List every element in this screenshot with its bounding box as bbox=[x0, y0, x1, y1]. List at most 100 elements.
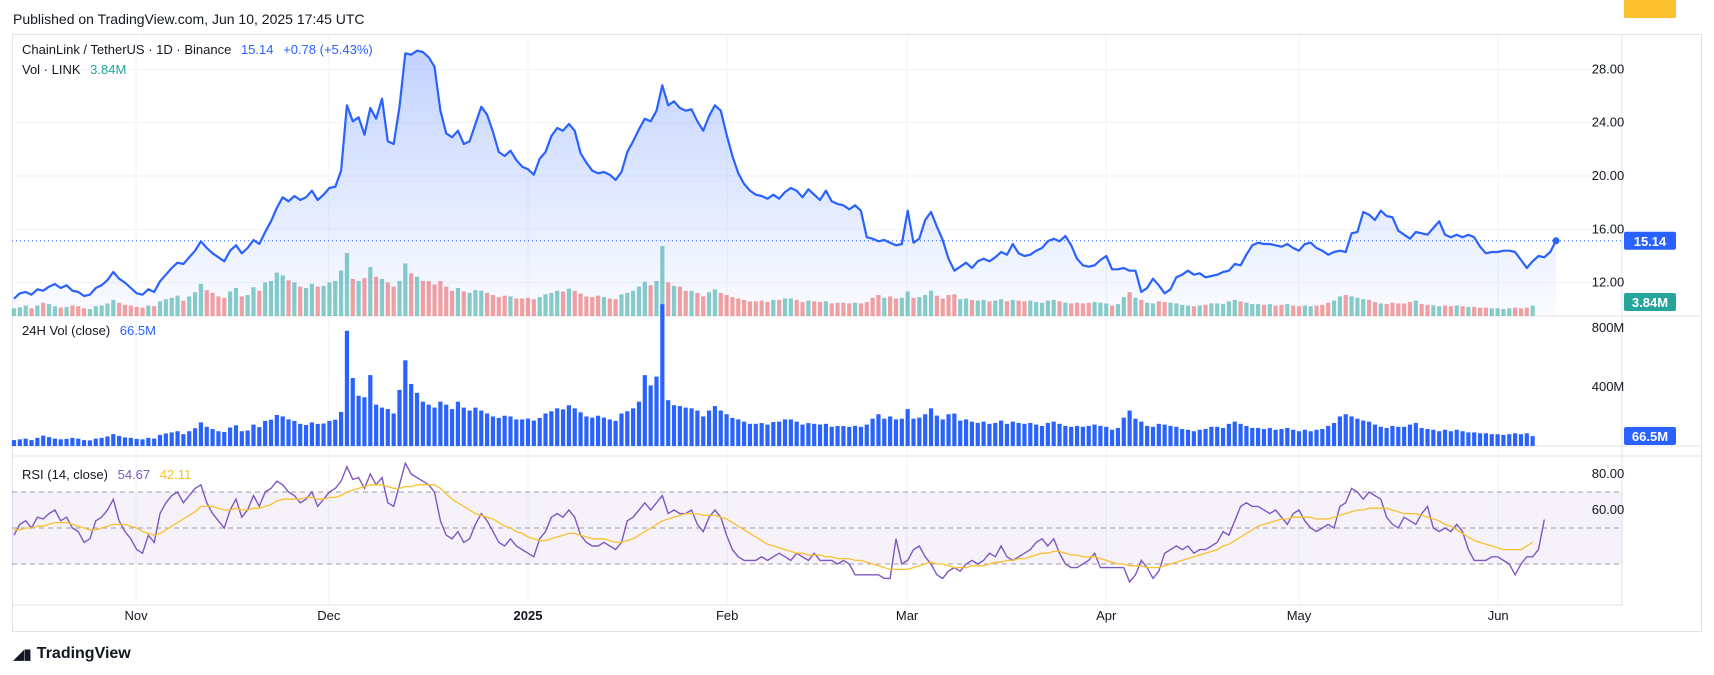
vol24-bar bbox=[1244, 425, 1249, 446]
vol24-bar bbox=[87, 440, 93, 446]
vol24-bar bbox=[1337, 416, 1342, 446]
rsi-ma-line bbox=[14, 484, 1533, 571]
vol24-bar bbox=[1215, 426, 1220, 446]
vol24-bar bbox=[1115, 427, 1121, 446]
vol24-bar bbox=[233, 425, 239, 446]
vol24-bar bbox=[560, 409, 566, 446]
vol24-bar bbox=[1273, 429, 1278, 446]
vol24-bar bbox=[46, 437, 52, 446]
vol24-bar bbox=[444, 404, 449, 446]
price-tick-label: 12.00 bbox=[1592, 275, 1625, 290]
vol24-bar bbox=[35, 437, 40, 446]
vol24-bar bbox=[876, 414, 881, 446]
vol24-bar bbox=[1460, 431, 1465, 446]
vol24-bar bbox=[1302, 429, 1307, 446]
vol24-bar bbox=[1431, 429, 1436, 446]
time-tick-label: Dec bbox=[317, 608, 341, 623]
vol24-bar bbox=[403, 360, 408, 446]
rsi-legend[interactable]: RSI (14, close) 54.67 42.11 bbox=[22, 467, 197, 482]
vol24-bar bbox=[946, 414, 951, 446]
vol24-bar bbox=[1174, 426, 1179, 446]
vol24-bar bbox=[701, 416, 706, 446]
volume-label: Vol · LINK bbox=[22, 62, 81, 77]
vol24-bar bbox=[263, 420, 268, 446]
vol24-bar bbox=[1150, 426, 1156, 446]
vol24-bar bbox=[257, 427, 262, 446]
vol24-bar bbox=[1402, 426, 1407, 446]
vol24-bar bbox=[1069, 426, 1074, 446]
volume-legend[interactable]: Vol · LINK 3.84M bbox=[22, 62, 132, 77]
vol24-bar bbox=[800, 424, 805, 446]
vol24-bar bbox=[1156, 423, 1161, 446]
vol24-bar bbox=[619, 413, 624, 446]
vol24-bar bbox=[239, 431, 244, 446]
vol24-bar bbox=[654, 376, 659, 446]
vol24-bar bbox=[963, 419, 969, 446]
vol24-bar bbox=[163, 433, 168, 446]
vol24-bar bbox=[368, 375, 373, 446]
vol24-bar bbox=[1518, 434, 1524, 446]
main-legend[interactable]: ChainLink / TetherUS · 1D · Binance 15.1… bbox=[22, 42, 379, 57]
vol24-bar bbox=[730, 417, 735, 446]
vol24-bar bbox=[1407, 424, 1413, 446]
vol24-bar bbox=[228, 427, 233, 446]
vol24-bar bbox=[578, 412, 583, 446]
rsi-label: RSI (14, close) bbox=[22, 467, 108, 482]
price-value: 15.14 bbox=[240, 42, 274, 57]
vol24-bar bbox=[841, 426, 846, 446]
price-tick-label: 28.00 bbox=[1592, 61, 1625, 76]
vol24-legend[interactable]: 24H Vol (close) 66.5M bbox=[22, 323, 162, 338]
vol24-bar bbox=[414, 392, 420, 446]
vol24-badge bbox=[1624, 427, 1676, 445]
vol24-bar bbox=[1291, 429, 1296, 446]
vol24-bar bbox=[1454, 429, 1459, 446]
vol24-bar bbox=[58, 439, 63, 446]
vol24-bar bbox=[899, 418, 904, 446]
vol24-bar bbox=[1507, 434, 1512, 446]
vol24-bar bbox=[829, 426, 834, 446]
vol24-bar bbox=[1524, 433, 1529, 446]
vol24-bar bbox=[1442, 429, 1448, 446]
vol24-bar bbox=[93, 438, 98, 446]
vol24-bar bbox=[1390, 425, 1395, 446]
price-tick-label: 16.00 bbox=[1592, 221, 1625, 236]
vol24-bar bbox=[467, 410, 472, 446]
vol24-bar bbox=[245, 430, 250, 446]
vol24-bar bbox=[543, 413, 548, 446]
vol24-bar bbox=[969, 421, 975, 446]
vol24-bar bbox=[379, 407, 385, 446]
time-tick-label: Jun bbox=[1488, 608, 1509, 623]
vol24-bar bbox=[712, 406, 718, 446]
vol24-bar bbox=[157, 434, 163, 446]
vol24-bar bbox=[374, 404, 379, 446]
vol24-bar bbox=[1349, 416, 1354, 446]
vol24-bar bbox=[1384, 427, 1389, 446]
vol24-bar bbox=[753, 423, 758, 446]
vol24-bar bbox=[1086, 425, 1091, 446]
vol24-bar bbox=[1425, 429, 1430, 446]
vol24-bar bbox=[607, 419, 612, 446]
vol24-bar bbox=[882, 418, 887, 446]
vol24-bar bbox=[660, 304, 665, 446]
vol24-bar bbox=[1098, 425, 1103, 446]
price-change: +0.78 (+5.43%) bbox=[283, 42, 373, 57]
vol24-bar bbox=[1489, 434, 1494, 446]
vol24-bar bbox=[333, 419, 338, 446]
vol24-bar bbox=[642, 375, 647, 446]
vol24-bar bbox=[1308, 431, 1313, 446]
vol24-bar bbox=[473, 407, 478, 446]
vol24-bar bbox=[344, 330, 350, 446]
vol24-bar bbox=[566, 405, 571, 446]
last-price-dot bbox=[1552, 237, 1560, 245]
vol24-bar bbox=[917, 417, 922, 446]
vol24-bar bbox=[531, 420, 536, 446]
vol24-bar bbox=[152, 438, 157, 446]
time-tick-label: Nov bbox=[125, 608, 149, 623]
vol24-bar bbox=[432, 407, 437, 446]
tradingview-logo[interactable]: ◢▮ TradingView bbox=[13, 645, 131, 663]
vol24-bar bbox=[1413, 422, 1418, 446]
vol24-bar bbox=[146, 437, 151, 446]
vol24-bar bbox=[893, 419, 899, 446]
vol24-bar bbox=[128, 437, 133, 446]
